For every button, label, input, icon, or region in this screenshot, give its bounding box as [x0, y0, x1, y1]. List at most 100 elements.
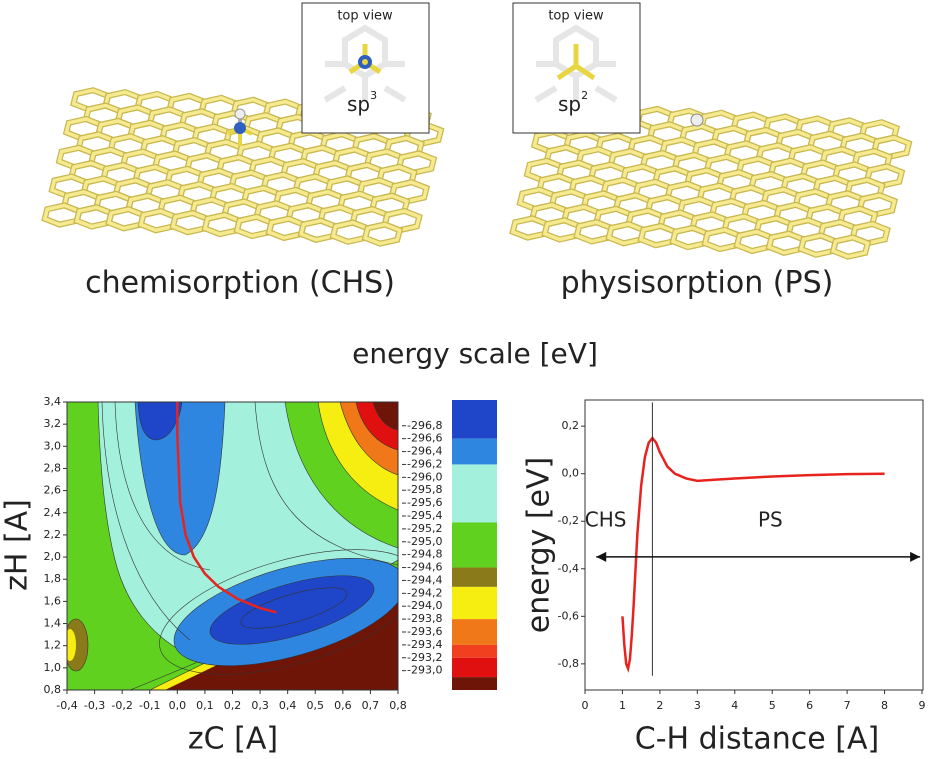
x-tick-label: 0	[582, 699, 589, 712]
colorbar-tick-label: -294,4	[407, 573, 442, 586]
graphene-sheets	[41, 87, 913, 260]
hexagon	[831, 235, 870, 259]
inset-title: top view	[337, 9, 393, 24]
hybrid-sup: 2	[581, 89, 588, 102]
colorbar-tick-label: -294,6	[407, 561, 442, 574]
y-tick-label: 3,4	[44, 395, 62, 408]
inset-title: top view	[548, 9, 604, 24]
chs-atom	[227, 108, 253, 146]
y-tick-label: 0,2	[562, 419, 580, 432]
colorbar-tick-label: -293,4	[407, 638, 442, 651]
x-tick-label: -0,2	[111, 699, 132, 712]
y-tick-label: 2,0	[44, 550, 62, 563]
colorbar-tick-label: -296,6	[407, 432, 442, 445]
hexagon	[363, 222, 402, 246]
x-axis-title: C-H distance [A]	[635, 722, 879, 757]
hybrid-base: sp	[558, 92, 581, 116]
caption: physisorption (PS)	[561, 266, 834, 301]
colorbar-band	[452, 586, 497, 620]
x-tick-label: 0,5	[307, 699, 325, 712]
y-tick-label: -0,4	[558, 562, 579, 575]
x-tick-label: 0,4	[279, 699, 297, 712]
hybridization: sp2	[558, 89, 588, 116]
x-tick-label: -0,3	[84, 699, 105, 712]
x-tick-label: 2	[656, 699, 663, 712]
x-tick-label: -0,1	[139, 699, 160, 712]
colorbar-tick-label: -296,2	[407, 457, 442, 470]
plot-frame	[584, 399, 924, 691]
x-axis-title: zC [A]	[188, 722, 278, 757]
colorbar-band	[452, 464, 497, 523]
y-tick-label: 2,2	[44, 528, 62, 541]
y-tick-label: -0,8	[558, 657, 579, 670]
colorbar-band	[452, 567, 497, 587]
x-tick-label: 3	[694, 699, 701, 712]
colorbar-tick-label: -293,0	[407, 664, 442, 677]
colorbar-band	[452, 438, 497, 465]
colorbar-tick-label: -295,2	[407, 522, 442, 535]
y-tick-label: 2,4	[44, 506, 62, 519]
y-tick-label: 1,8	[44, 572, 62, 585]
x-tick-label: -0,4	[56, 699, 77, 712]
colorbar-band	[452, 522, 497, 568]
colorbar-band	[452, 644, 497, 658]
colorbar-tick-label: -293,2	[407, 651, 442, 664]
y-tick-label: 1,6	[44, 594, 62, 607]
hybridization: sp3	[347, 89, 377, 116]
colorbar-title: energy scale [eV]	[352, 337, 598, 370]
y-tick-label: 2,6	[44, 484, 62, 497]
caption: chemisorption (CHS)	[85, 266, 395, 301]
y-tick-label: 2,8	[44, 461, 62, 474]
x-tick-label: 0,7	[362, 699, 380, 712]
x-tick-label: 0,6	[334, 699, 352, 712]
inset-left: top view sp3	[301, 2, 430, 134]
min-energy-path	[176, 402, 277, 614]
colorbar-band	[452, 619, 497, 645]
x-tick-label: 0,0	[169, 699, 187, 712]
y-tick-label: 3,0	[44, 439, 62, 452]
x-tick-label: 0,8	[389, 699, 407, 712]
y-tick-label: 0,0	[562, 467, 580, 480]
y-tick-label: -0,2	[558, 514, 579, 527]
y-axis-title: zH [A]	[0, 499, 35, 591]
colorbar-tick-label: -295,8	[407, 483, 442, 496]
y-tick-label: 0,8	[44, 683, 62, 696]
x-tick-label: 0,3	[251, 699, 269, 712]
colorbar-tick-label: -293,8	[407, 612, 442, 625]
colorbar-band	[452, 657, 497, 678]
colorbar-tick-label: -294,0	[407, 599, 442, 612]
y-axis-title: energy [eV]	[522, 457, 557, 633]
colorbar-tick-label: -293,6	[407, 625, 442, 638]
colorbar-tick-label: -296,0	[407, 470, 442, 483]
inset-right: top view sp2	[512, 2, 641, 134]
x-tick-label: 4	[731, 699, 738, 712]
colorbar-band	[452, 400, 497, 439]
y-tick-label: 3,2	[44, 417, 62, 430]
hybrid-base: sp	[347, 92, 370, 116]
colorbar-tick-label: -295,4	[407, 509, 442, 522]
x-tick-label: 6	[806, 699, 813, 712]
arrow-head	[910, 551, 921, 562]
x-tick-label: 0,1	[196, 699, 214, 712]
x-tick-label: 1	[619, 699, 626, 712]
x-tick-label: 8	[881, 699, 888, 712]
colorbar-tick-label: -296,8	[407, 419, 442, 432]
energy-curve	[621, 436, 885, 674]
contour-field	[67, 402, 398, 690]
annotation: PS	[758, 508, 783, 532]
y-tick-label: 1,4	[44, 617, 62, 630]
annotation: CHS	[585, 508, 627, 532]
x-tick-label: 7	[844, 699, 851, 712]
colorbar-tick-label: -295,0	[407, 535, 442, 548]
x-tick-label: 0,2	[224, 699, 242, 712]
colorbar-tick-label: -295,6	[407, 496, 442, 509]
colorbar-tick-label: -296,4	[407, 445, 442, 458]
y-tick-label: 1,0	[44, 661, 62, 674]
ps-atom	[690, 113, 704, 127]
colorbar-band	[452, 677, 497, 690]
x-tick-label: 5	[769, 699, 776, 712]
colorbar-tick-label: -294,8	[407, 548, 442, 561]
y-tick-label: -0,6	[558, 609, 579, 622]
colorbar-tick-label: -294,2	[407, 586, 442, 599]
